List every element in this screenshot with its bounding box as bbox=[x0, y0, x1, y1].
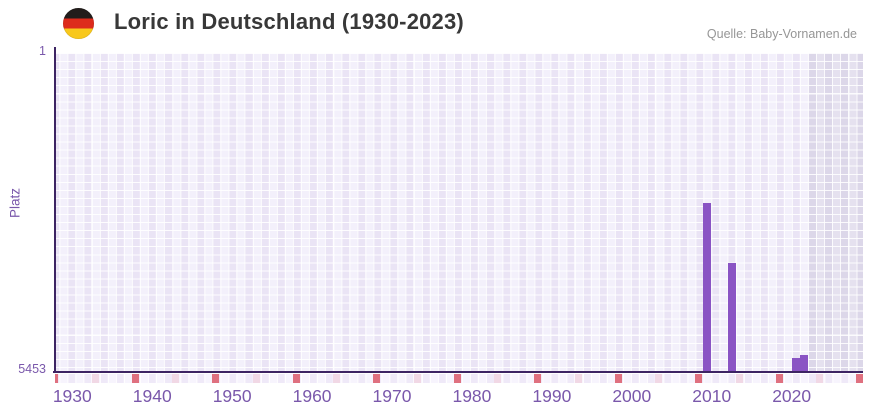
decade-marker-1980 bbox=[453, 374, 461, 383]
germany-flag-icon bbox=[63, 8, 94, 39]
bar-2014[interactable] bbox=[727, 263, 736, 371]
x-tick-1970: 1970 bbox=[372, 386, 412, 406]
y-tick-best-rank: 1 bbox=[39, 44, 46, 58]
decade-marker-2030 bbox=[856, 374, 863, 383]
decade-marker-2000 bbox=[614, 374, 622, 383]
decade-marker-1990 bbox=[534, 374, 542, 383]
half-decade-marker-1945 bbox=[172, 374, 180, 383]
half-decade-marker-1935 bbox=[91, 374, 99, 383]
x-tick-1990: 1990 bbox=[532, 386, 572, 406]
x-tick-1930: 1930 bbox=[52, 386, 92, 406]
decade-marker-1940 bbox=[131, 374, 139, 383]
x-tick-1980: 1980 bbox=[452, 386, 492, 406]
y-tick-worst-rank: 5453 bbox=[18, 362, 46, 376]
decade-marker-2020 bbox=[775, 374, 783, 383]
half-decade-marker-2025 bbox=[816, 374, 824, 383]
axis-marker-strip bbox=[55, 374, 863, 383]
y-axis-title: Platz bbox=[7, 187, 23, 219]
decade-marker-1950 bbox=[212, 374, 220, 383]
bar-2011[interactable] bbox=[703, 203, 712, 371]
future-region-band bbox=[808, 52, 863, 371]
decade-marker-1960 bbox=[292, 374, 300, 383]
decade-marker-1930 bbox=[55, 374, 59, 383]
y-axis-line bbox=[54, 47, 56, 373]
half-decade-marker-2005 bbox=[655, 374, 663, 383]
half-decade-marker-1965 bbox=[333, 374, 341, 383]
x-tick-1960: 1960 bbox=[292, 386, 332, 406]
x-tick-1940: 1940 bbox=[132, 386, 172, 406]
decade-marker-1970 bbox=[373, 374, 381, 383]
bar-2022[interactable] bbox=[791, 357, 800, 371]
x-tick-2010: 2010 bbox=[692, 386, 732, 406]
half-decade-marker-1985 bbox=[494, 374, 502, 383]
x-tick-2000: 2000 bbox=[612, 386, 652, 406]
x-tick-1950: 1950 bbox=[212, 386, 252, 406]
plot-area bbox=[55, 52, 863, 371]
bar-2023[interactable] bbox=[800, 355, 808, 371]
x-axis-line bbox=[53, 371, 863, 373]
source-attribution: Quelle: Baby-Vornamen.de bbox=[706, 27, 857, 41]
half-decade-marker-1955 bbox=[252, 374, 260, 383]
half-decade-marker-1995 bbox=[574, 374, 582, 383]
x-tick-2020: 2020 bbox=[772, 386, 812, 406]
chart-title: Loric in Deutschland (1930-2023) bbox=[114, 9, 464, 34]
half-decade-marker-1975 bbox=[413, 374, 421, 383]
decade-marker-2010 bbox=[695, 374, 703, 383]
half-decade-marker-2015 bbox=[735, 374, 743, 383]
